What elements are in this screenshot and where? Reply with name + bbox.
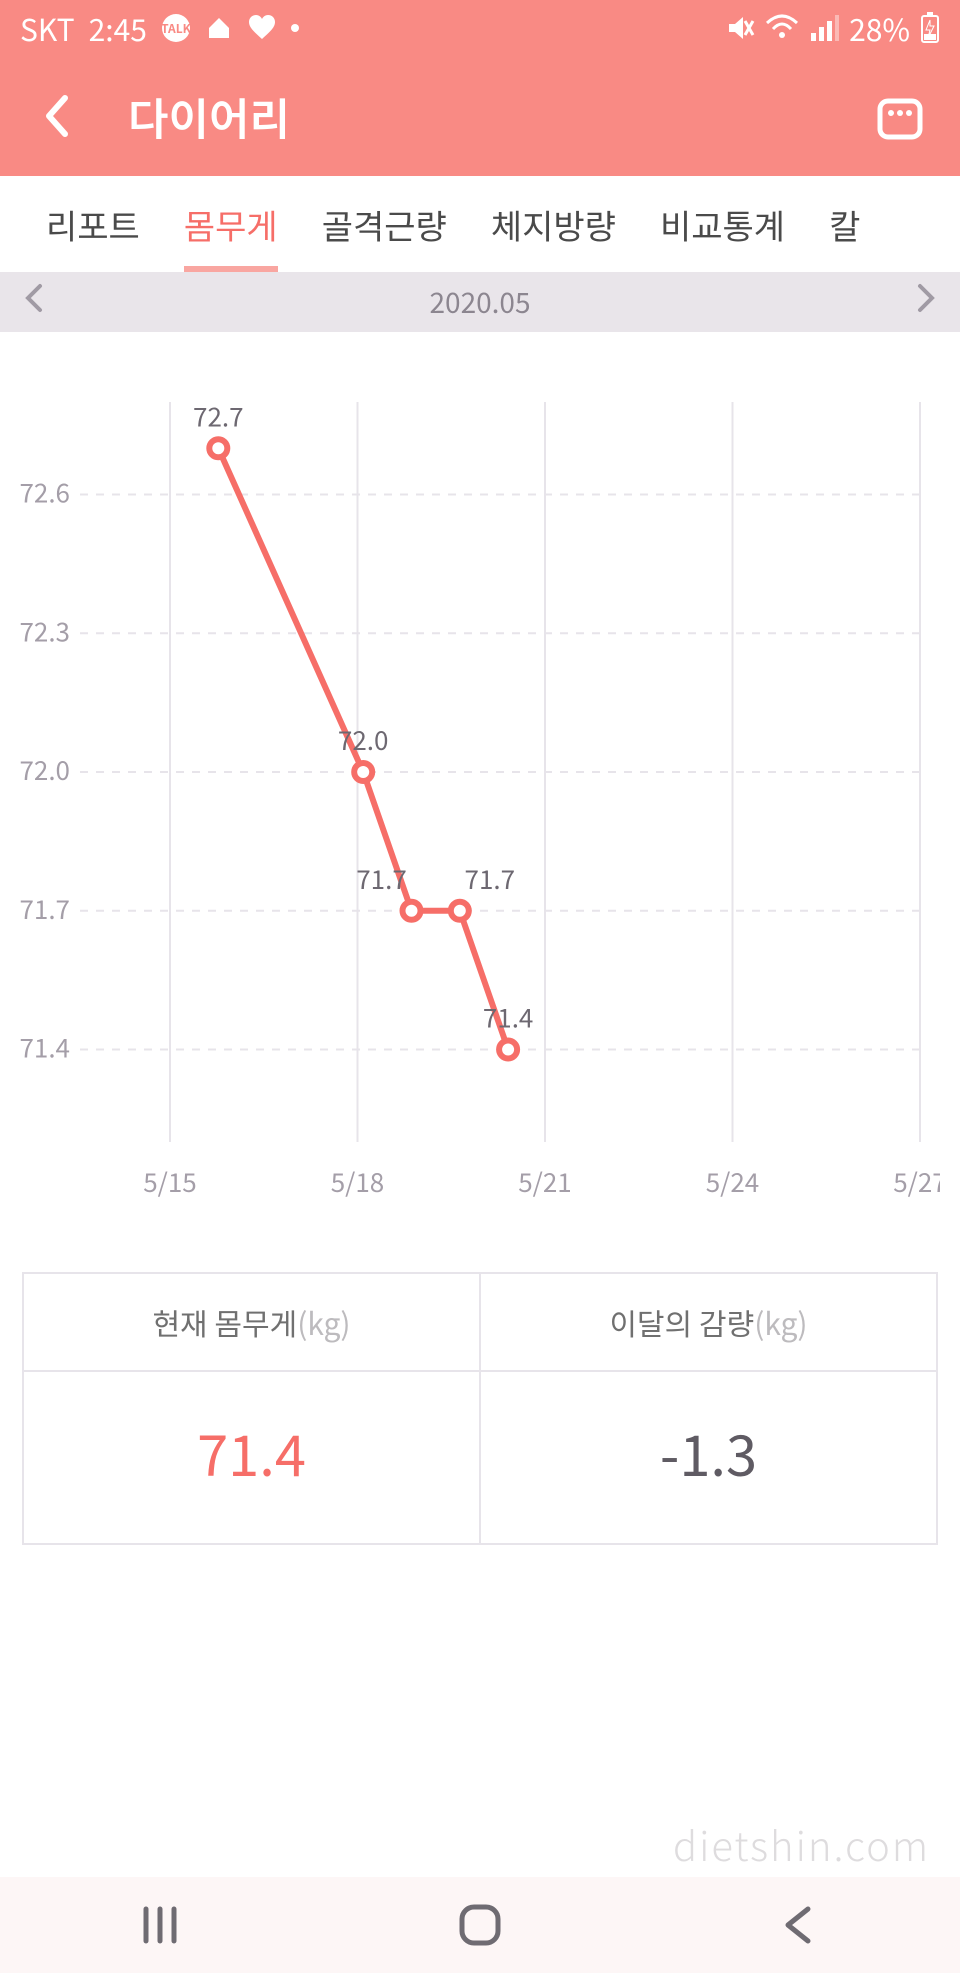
tab-weight[interactable]: 몸무게: [162, 176, 300, 272]
summary-col-loss: 이달의 감량(kg) -1.3: [481, 1274, 936, 1543]
home-button[interactable]: [450, 1895, 510, 1955]
clock-label: 2:45: [89, 6, 147, 50]
back-nav-button[interactable]: [770, 1895, 830, 1955]
tab-label: 칼: [829, 200, 860, 249]
back-icon: [778, 1903, 822, 1947]
summary-head-label: 이달의 감량: [609, 1300, 754, 1344]
weight-line-chart[interactable]: 5/15 5/18 5/21 5/24 5/27 72.6 72.3 72.0 71.7 71.4…: [20, 372, 940, 1232]
summary-head: 현재 몸무게(kg): [24, 1274, 479, 1372]
svg-text:71.4: 71.4: [483, 999, 534, 1036]
summary-head-unit: (kg): [297, 1300, 350, 1344]
recent-icon: [138, 1903, 182, 1947]
tab-label: 골격근량: [322, 200, 447, 249]
calendar-icon: [875, 91, 925, 141]
svg-text:72.7: 72.7: [193, 397, 244, 434]
summary-head-unit: (kg): [754, 1300, 807, 1344]
battery-pct-label: 28%: [849, 6, 910, 50]
svg-text:5/15: 5/15: [143, 1163, 196, 1200]
tab-compare[interactable]: 비교통계: [638, 176, 807, 272]
svg-text:72.6: 72.6: [20, 474, 70, 511]
svg-text:72.3: 72.3: [20, 612, 70, 649]
prev-month-button[interactable]: [24, 282, 44, 323]
svg-text:TALK: TALK: [161, 20, 191, 37]
back-button[interactable]: [32, 91, 82, 141]
watermark: dietshin.com: [673, 1815, 930, 1873]
month-label: 2020.05: [429, 282, 530, 322]
svg-text:72.0: 72.0: [20, 751, 70, 788]
status-left: SKT 2:45 TALK: [20, 6, 299, 50]
page-title: 다이어리: [128, 84, 290, 148]
heart-icon: [247, 13, 277, 43]
svg-text:5/27: 5/27: [893, 1163, 940, 1200]
svg-text:71.7: 71.7: [20, 890, 70, 927]
home-icon: [205, 14, 233, 42]
tab-label: 체지방량: [491, 200, 616, 249]
summary-head: 이달의 감량(kg): [481, 1274, 936, 1372]
mute-icon: [725, 13, 755, 43]
app-header: 다이어리: [0, 56, 960, 176]
summary-head-label: 현재 몸무게: [152, 1300, 297, 1344]
chevron-right-icon: [916, 282, 936, 314]
calendar-button[interactable]: [872, 88, 928, 144]
status-bar: SKT 2:45 TALK 28%: [0, 0, 960, 56]
home-icon: [456, 1901, 504, 1949]
tab-muscle[interactable]: 골격근량: [300, 176, 469, 272]
summary-col-current: 현재 몸무게(kg) 71.4: [24, 1274, 481, 1543]
carrier-label: SKT: [20, 6, 75, 50]
svg-text:5/24: 5/24: [706, 1163, 759, 1200]
kakaotalk-icon: TALK: [161, 13, 191, 43]
chevron-left-icon: [24, 282, 44, 314]
svg-text:71.4: 71.4: [20, 1029, 70, 1066]
tabs: 리포트 몸무게 골격근량 체지방량 비교통계 칼: [0, 176, 960, 272]
tab-label: 비교통계: [660, 200, 785, 249]
android-nav-bar: [0, 1877, 960, 1973]
tab-calorie[interactable]: 칼: [807, 176, 882, 272]
svg-text:72.0: 72.0: [338, 721, 389, 758]
summary-value-loss: -1.3: [481, 1372, 936, 1543]
tab-report[interactable]: 리포트: [24, 176, 162, 272]
summary-value-current: 71.4: [24, 1372, 479, 1543]
chevron-left-icon: [43, 94, 71, 138]
tab-label: 리포트: [46, 200, 140, 249]
status-right: 28%: [725, 6, 940, 50]
next-month-button[interactable]: [916, 282, 936, 323]
more-dot-icon: [291, 24, 299, 32]
month-selector: 2020.05: [0, 272, 960, 332]
tab-label: 몸무게: [184, 200, 278, 249]
wifi-icon: [765, 13, 799, 43]
recent-apps-button[interactable]: [130, 1895, 190, 1955]
summary-table: 현재 몸무게(kg) 71.4 이달의 감량(kg) -1.3: [22, 1272, 938, 1545]
battery-icon: [920, 12, 940, 44]
svg-text:5/21: 5/21: [518, 1163, 571, 1200]
signal-icon: [809, 13, 839, 43]
tab-bodyfat[interactable]: 체지방량: [469, 176, 638, 272]
svg-text:71.7: 71.7: [356, 860, 407, 897]
svg-text:5/18: 5/18: [331, 1163, 384, 1200]
svg-text:71.7: 71.7: [465, 860, 516, 897]
weight-chart-container: 5/15 5/18 5/21 5/24 5/27 72.6 72.3 72.0 71.7 71.4…: [0, 332, 960, 1232]
